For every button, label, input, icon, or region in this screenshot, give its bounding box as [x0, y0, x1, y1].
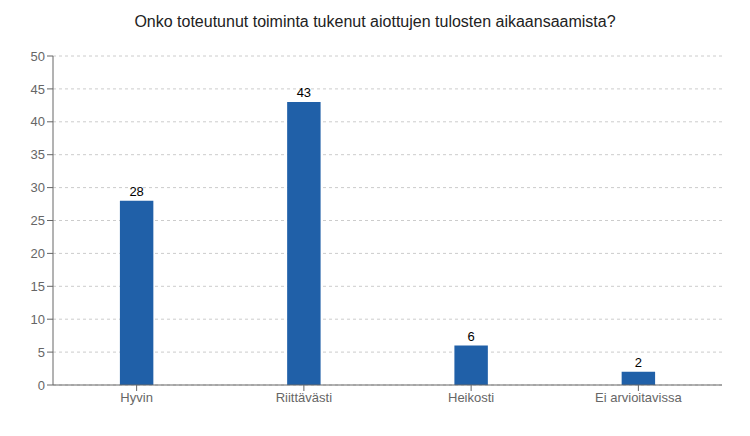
svg-text:30: 30 — [31, 180, 45, 195]
svg-text:50: 50 — [31, 49, 45, 64]
svg-text:Ei arvioitavissa: Ei arvioitavissa — [595, 390, 682, 405]
svg-text:40: 40 — [31, 114, 45, 129]
svg-text:43: 43 — [297, 85, 311, 100]
html-text:Onko toteutunut toiminta tuken: Onko toteutunut toiminta tukenut aiottuj… — [134, 13, 616, 30]
svg-text:6: 6 — [468, 329, 475, 344]
svg-text:28: 28 — [129, 184, 143, 199]
svg-text:25: 25 — [31, 213, 45, 228]
svg-text:Heikosti: Heikosti — [448, 390, 494, 405]
svg-text:20: 20 — [31, 246, 45, 261]
svg-text:0: 0 — [38, 378, 45, 393]
svg-text:Hyvin: Hyvin — [120, 390, 153, 405]
svg-text:10: 10 — [31, 312, 45, 327]
svg-text:Riittävästi: Riittävästi — [276, 390, 332, 405]
svg-text:2: 2 — [635, 355, 642, 370]
svg-text:35: 35 — [31, 147, 45, 162]
svg-text:15: 15 — [31, 279, 45, 294]
svg-text:5: 5 — [38, 345, 45, 360]
svg-text:45: 45 — [31, 82, 45, 97]
